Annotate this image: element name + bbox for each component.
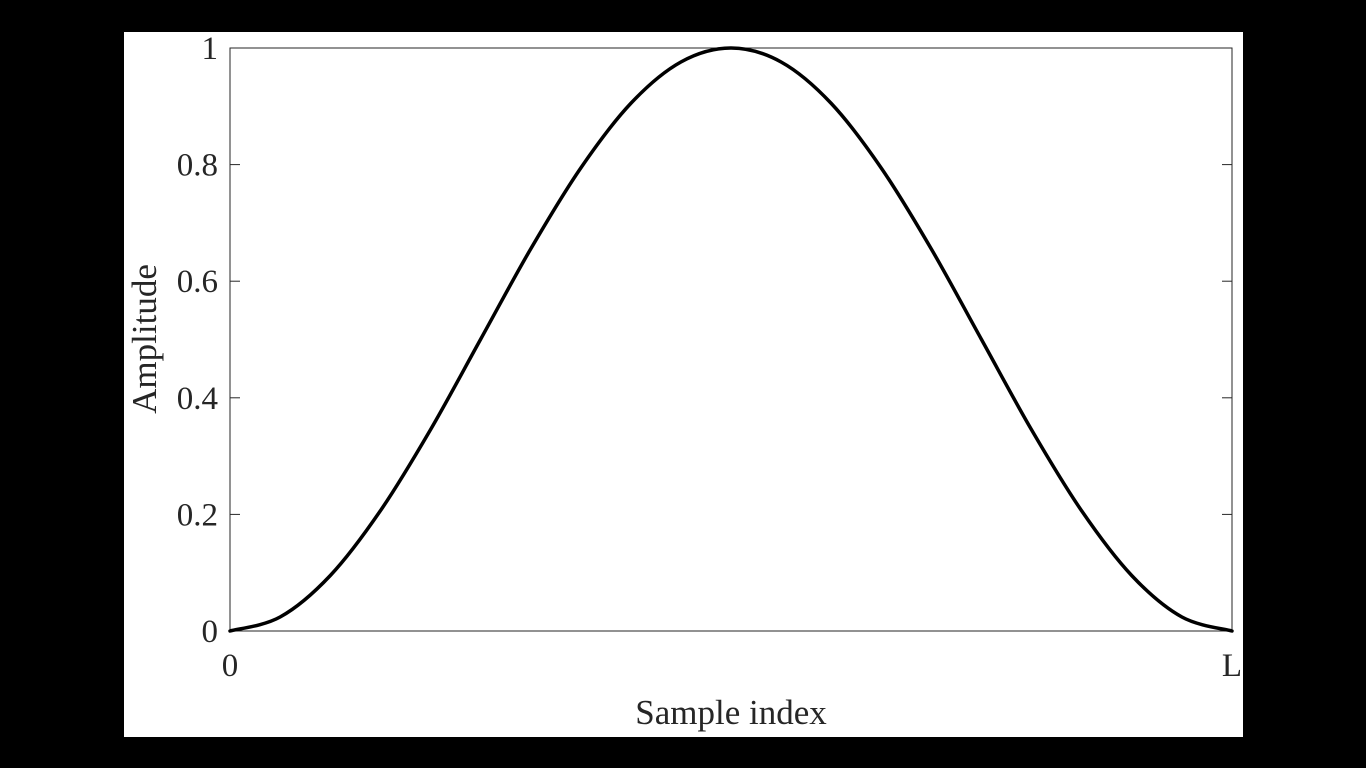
x-axis-label: Sample index: [635, 693, 827, 732]
y-tick-label: 0.6: [177, 264, 218, 300]
series-line: [228, 46, 1234, 633]
y-tick-label: 0.2: [177, 497, 218, 533]
plot-area: [229, 47, 1233, 632]
axis-ticks: [230, 47, 1232, 632]
y-tick-label: 1: [202, 31, 219, 67]
y-tick-label: 0.4: [177, 381, 218, 417]
tick-labels: 0 0.2 0.4 0.6 0.8 1 0 L: [177, 31, 1242, 684]
y-axis-label: Amplitude: [125, 264, 164, 414]
x-tick-label: L: [1222, 648, 1242, 684]
y-tick-label: 0.8: [177, 148, 218, 184]
y-tick-label: 0: [202, 614, 219, 650]
x-tick-label: 0: [222, 648, 239, 684]
